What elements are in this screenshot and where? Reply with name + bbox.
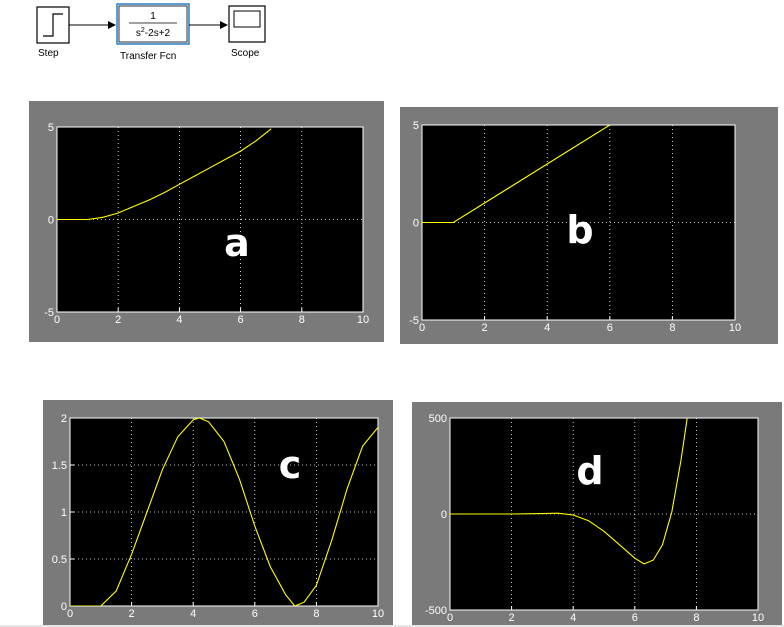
scope-plot-a: 0 2 4 6 8 10 5 0 -5 a — [29, 101, 384, 342]
plot-annotation-letter: b — [566, 208, 593, 252]
scope-label: Scope — [231, 48, 260, 59]
plot-annotation-letter: a — [224, 221, 250, 265]
x-tick-label: 6 — [238, 314, 244, 326]
scope-plot-d: 0 2 4 6 8 10 500 0 -500 d — [412, 402, 782, 627]
y-tick-label: -5 — [409, 315, 419, 327]
y-tick-label: 500 — [429, 413, 447, 425]
x-tick-label: 10 — [729, 322, 741, 334]
step-block[interactable] — [36, 6, 70, 44]
transfer-fcn-block[interactable]: 1 s2-2s+2 — [116, 3, 190, 45]
series-line — [450, 418, 688, 565]
y-tick-label: -500 — [425, 605, 447, 617]
x-tick-label: 2 — [129, 608, 135, 620]
block-diagram: Step 1 s2-2s+2 Transfer Fcn Scope — [36, 3, 266, 62]
x-tick-label: 6 — [252, 608, 258, 620]
y-tick-label: 1 — [61, 507, 67, 519]
y-tick-label: -5 — [44, 307, 54, 319]
scope-plot-b: 0 2 4 6 8 10 5 0 -5 b — [400, 107, 778, 344]
x-tick-label: 0 — [67, 608, 73, 620]
y-tick-label: 5 — [413, 120, 419, 132]
x-tick-label: 4 — [570, 612, 576, 624]
x-tick-label: 8 — [693, 612, 699, 624]
tf-numerator: 1 — [150, 11, 156, 22]
y-tick-label: 0 — [413, 218, 419, 230]
x-tick-label: 4 — [544, 322, 550, 334]
y-tick-label: 0.5 — [52, 554, 67, 566]
x-tick-label: 0 — [54, 314, 60, 326]
x-tick-label: 4 — [190, 608, 196, 620]
y-tick-label: 5 — [48, 122, 54, 134]
x-tick-label: 2 — [115, 314, 121, 326]
tf-label: Transfer Fcn — [120, 51, 176, 62]
y-tick-label: 0 — [48, 215, 54, 227]
x-tick-label: 0 — [447, 612, 453, 624]
step-label: Step — [38, 48, 59, 59]
bottom-border — [0, 625, 784, 627]
x-tick-label: 2 — [509, 612, 515, 624]
x-tick-label: 10 — [372, 608, 384, 620]
series-line — [57, 128, 272, 221]
x-tick-label: 10 — [752, 612, 764, 624]
y-tick-label: 2 — [61, 413, 67, 425]
y-tick-label: 1.5 — [52, 460, 67, 472]
x-tick-label: 8 — [313, 608, 319, 620]
scope-plot-c: 0 2 4 6 8 10 2 1.5 1 0.5 0 c — [43, 400, 393, 627]
plot-area — [69, 417, 379, 607]
scope-chart: 0 2 4 6 8 10 2 1.5 1 0.5 0 c — [52, 413, 384, 620]
x-tick-label: 6 — [607, 322, 613, 334]
y-tick-label: 0 — [61, 601, 67, 613]
x-tick-label: 10 — [357, 314, 369, 326]
x-tick-label: 4 — [176, 314, 182, 326]
tf-denominator: s2-2s+2 — [136, 27, 171, 39]
plot-annotation-letter: d — [576, 449, 603, 493]
x-tick-label: 0 — [419, 322, 425, 334]
scope-block[interactable] — [228, 5, 266, 43]
plot-annotation-letter: c — [279, 443, 302, 487]
x-tick-label: 8 — [669, 322, 675, 334]
series-line — [422, 125, 611, 224]
x-tick-label: 2 — [482, 322, 488, 334]
x-tick-label: 8 — [299, 314, 305, 326]
x-tick-label: 6 — [632, 612, 638, 624]
series-line — [70, 418, 378, 606]
y-tick-label: 0 — [441, 509, 447, 521]
